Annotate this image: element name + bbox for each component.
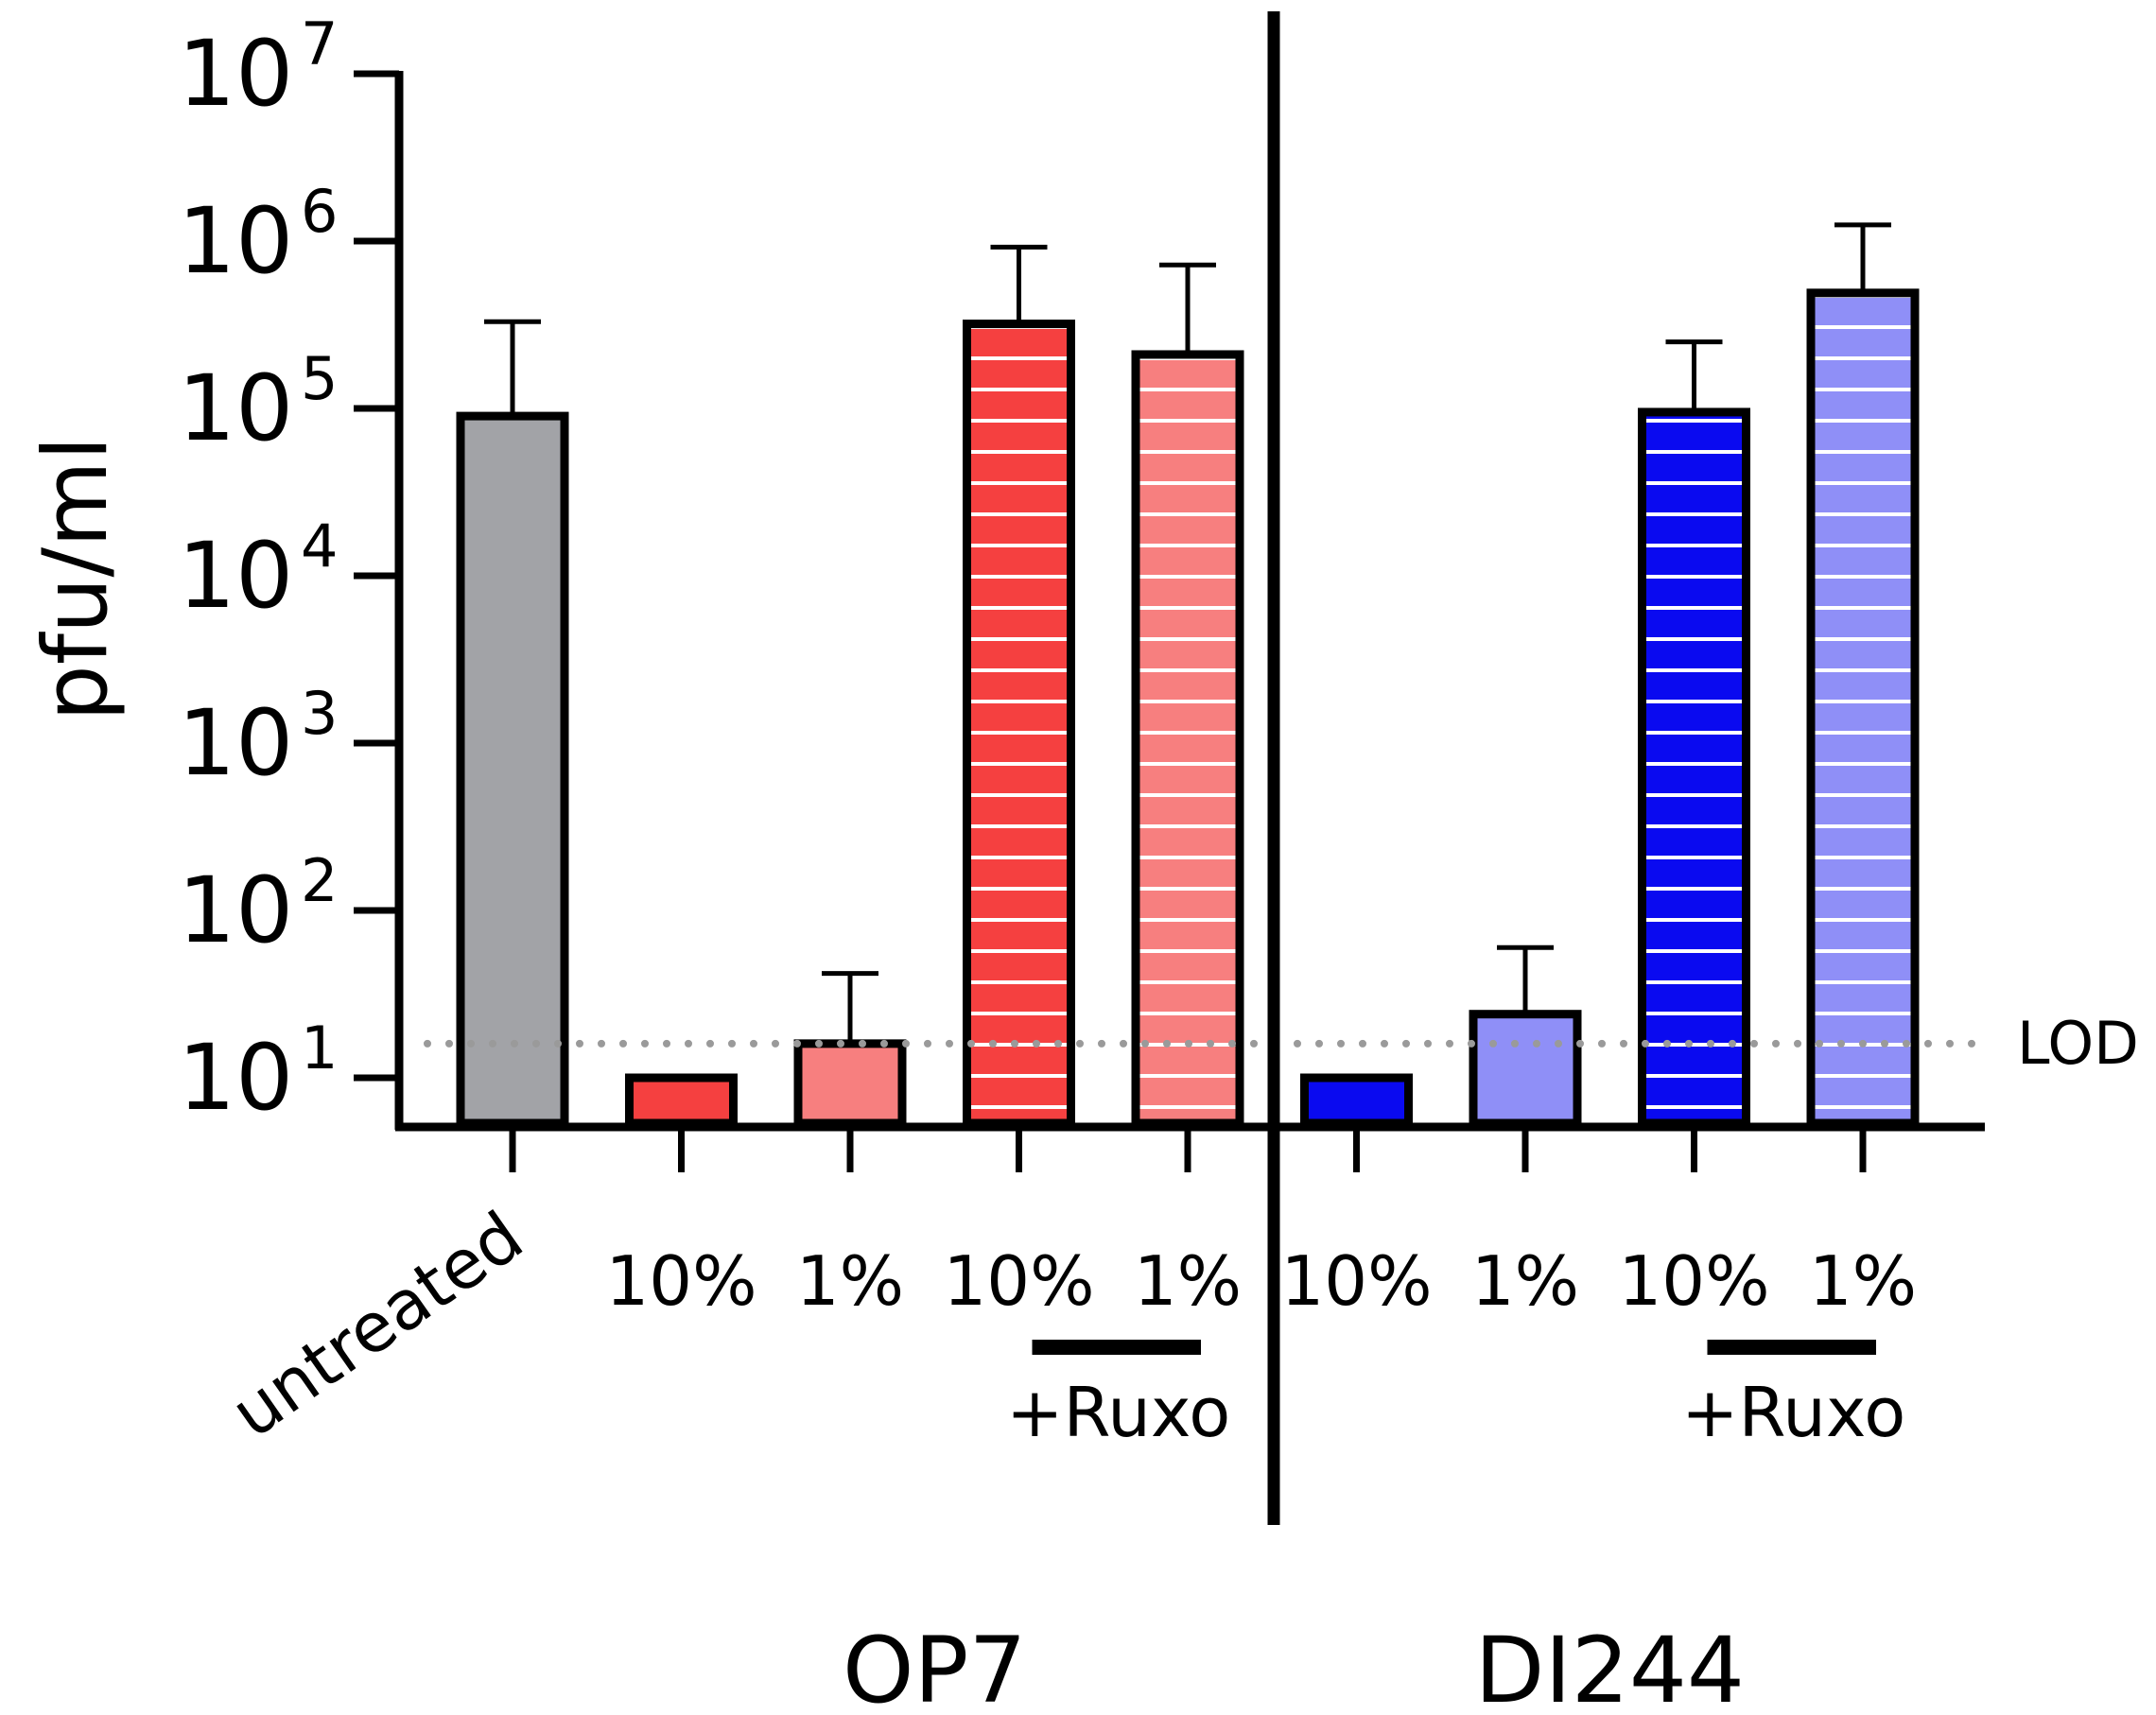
- bar: [793, 1039, 907, 1128]
- y-tick-label-base: 10: [178, 21, 293, 127]
- bars-layer: [456, 222, 1920, 1128]
- bar: [963, 320, 1075, 1128]
- ruxo-label: +Ruxo: [1006, 1373, 1230, 1452]
- bar: [625, 1073, 738, 1128]
- x-tick-label: 1%: [1809, 1241, 1917, 1321]
- y-tick-label-base: 10: [178, 188, 293, 294]
- x-tick-label: 10%: [943, 1241, 1094, 1321]
- y-tick-label-base: 10: [178, 523, 293, 629]
- y-tick-label-exponent: 1: [301, 1013, 338, 1083]
- x-tick-label: 1%: [1134, 1241, 1242, 1321]
- y-tick-label-base: 10: [178, 1025, 293, 1131]
- ticks-layer: [354, 70, 1867, 1172]
- y-axis-label: pfu/ml: [25, 436, 128, 721]
- bar: [1300, 1073, 1413, 1128]
- bar: [1469, 1010, 1582, 1128]
- bar: [1131, 350, 1244, 1128]
- ruxo-label: +Ruxo: [1681, 1373, 1905, 1452]
- x-tick-label: 10%: [605, 1241, 756, 1321]
- bar: [456, 411, 569, 1128]
- group-label: OP7: [843, 1618, 1027, 1715]
- lod-label: LOD: [2017, 1009, 2139, 1078]
- x-tick-label: 10%: [1618, 1241, 1769, 1321]
- y-tick-label-base: 10: [178, 690, 293, 796]
- group-label: DI244: [1475, 1618, 1745, 1715]
- x-tick-label: 1%: [796, 1241, 904, 1321]
- y-tick-label-exponent: 5: [301, 344, 338, 413]
- x-tick-label: untreated: [217, 1196, 536, 1453]
- y-tick-label-base: 10: [178, 355, 293, 461]
- bar: [1638, 407, 1750, 1128]
- bar: [1806, 288, 1920, 1128]
- y-tick-label-exponent: 2: [301, 846, 338, 915]
- y-tick-label-exponent: 7: [301, 9, 338, 78]
- y-tick-label-exponent: 3: [301, 679, 338, 748]
- y-tick-label-exponent: 4: [301, 511, 338, 580]
- x-tick-label: 1%: [1471, 1241, 1579, 1321]
- y-tick-label-exponent: 6: [301, 177, 338, 246]
- x-tick-label: 10%: [1280, 1241, 1432, 1321]
- y-tick-label-base: 10: [178, 858, 293, 963]
